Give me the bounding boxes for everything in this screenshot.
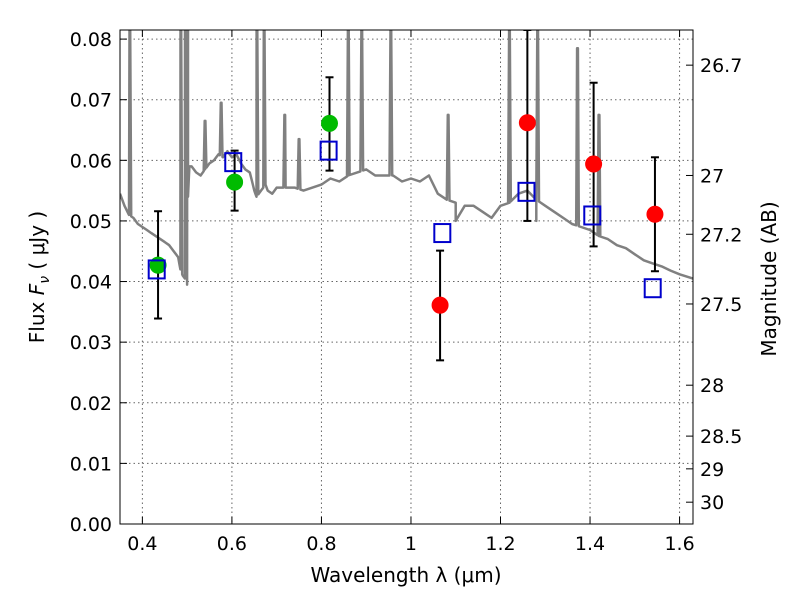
x-tick-label: 1.6	[664, 533, 694, 555]
y-tick-label: 0.01	[70, 453, 112, 475]
plot-frame	[119, 29, 694, 525]
y-tick-label: 0.05	[70, 211, 112, 233]
data-circle-marker	[518, 114, 536, 132]
photometry-points	[147, 30, 664, 362]
y-axis-label-subscript: ν	[37, 276, 53, 284]
y2-tick-label: 27.2	[700, 224, 742, 246]
data-circle-marker	[226, 173, 244, 191]
y-axis-label-prefix: Flux	[25, 295, 49, 343]
x-tick-label: 0.4	[127, 533, 157, 555]
x-tick-label: 0.6	[217, 533, 247, 555]
x-tick-label: 0.8	[306, 533, 336, 555]
data-square-marker	[583, 205, 602, 226]
y-tick-label: 0.02	[70, 393, 112, 415]
y-axis-ticks: 0.00 0.01 0.02 0.03 0.04 0.05 0.06 0.07 0.08	[70, 29, 127, 536]
y-axis-label-symbol: F	[25, 283, 49, 295]
y-tick-label: 0.00	[70, 514, 112, 536]
x-axis-ticks: 0.4 0.6 0.8 1 1.2 1.4 1.6	[127, 30, 695, 555]
y-axis-label: Flux Fν ( μJy )	[25, 211, 53, 343]
y2-tick-label: 26.7	[700, 55, 742, 77]
y2-tick-label: 28	[700, 375, 724, 397]
y-tick-label: 0.07	[70, 90, 112, 112]
y2-axis-label: Magnitude (AB)	[757, 201, 781, 356]
y2-tick-label: 28.5	[700, 426, 742, 448]
model-sed-line	[120, 30, 693, 286]
data-square-marker	[224, 152, 243, 173]
data-square-marker	[319, 140, 338, 161]
x-tick-label: 1.4	[575, 533, 605, 555]
y2-tick-label: 29	[700, 459, 724, 481]
y2-tick-label: 27.5	[700, 294, 742, 316]
y-tick-label: 0.06	[70, 150, 112, 172]
data-circle-marker	[585, 155, 603, 173]
grid	[120, 30, 693, 524]
y-tick-label: 0.03	[70, 332, 112, 354]
x-tick-label: 1.2	[485, 533, 515, 555]
model-sed	[120, 30, 693, 286]
data-circle-marker	[646, 205, 664, 223]
data-square-marker	[147, 259, 166, 280]
x-axis-label: Wavelength λ (μm)	[310, 563, 501, 587]
data-square-marker	[643, 278, 662, 299]
y2-tick-label: 27	[700, 165, 724, 187]
y-axis-label-suffix: ( μJy )	[25, 211, 49, 276]
x-tick-label: 1	[405, 533, 417, 555]
data-square-marker	[433, 223, 452, 244]
y-tick-label: 0.08	[70, 29, 112, 51]
y2-axis-ticks: 26.7 27 27.2 27.5 28 28.5 29 30	[686, 55, 742, 514]
data-square-marker	[517, 181, 536, 202]
data-circle-marker	[321, 114, 339, 132]
y2-tick-label: 30	[700, 492, 724, 514]
data-circle-marker	[431, 296, 449, 314]
y-tick-label: 0.04	[70, 272, 112, 294]
